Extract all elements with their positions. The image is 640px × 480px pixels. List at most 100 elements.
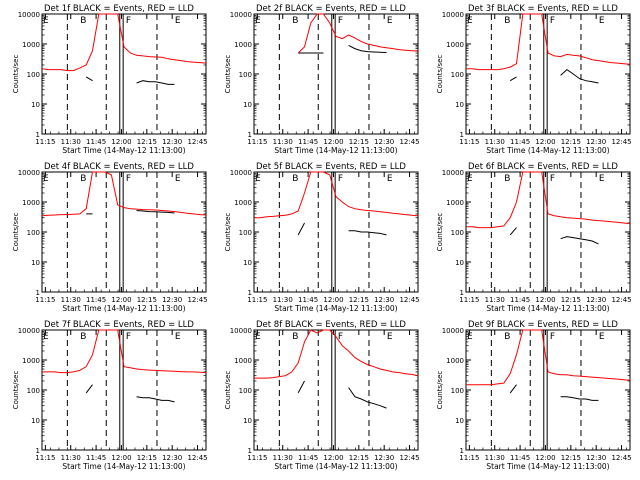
x-tick-label: 12:45 xyxy=(187,138,207,146)
events-series-line xyxy=(509,68,599,84)
y-tick-label: 100 xyxy=(27,387,40,395)
marker-label: F xyxy=(126,16,131,26)
plot-frame xyxy=(465,13,631,135)
x-tick-label: 11:15 xyxy=(247,454,267,462)
plot-frame xyxy=(253,329,419,451)
panel-title: Det 6f BLACK = Events, RED = LLD xyxy=(468,162,618,172)
x-axis-label: Start Time (14-May-12 11:13:00) xyxy=(62,146,185,155)
x-tick-label: 12:30 xyxy=(162,296,182,304)
x-tick-label: 12:00 xyxy=(535,454,555,462)
events-series-line xyxy=(85,76,175,85)
y-axis-label: Counts/sec xyxy=(224,55,232,94)
y-tick-label: 100 xyxy=(451,71,464,79)
x-tick-label: 11:30 xyxy=(273,296,293,304)
events-series-line xyxy=(85,384,175,403)
marker-label: F xyxy=(126,332,131,342)
y-tick-label: 10000 xyxy=(18,327,40,335)
x-tick-label: 12:15 xyxy=(137,454,157,462)
y-tick-label: 100 xyxy=(27,71,40,79)
y-tick-label: 1000 xyxy=(22,41,40,49)
panel-title: Det 3f BLACK = Events, RED = LLD xyxy=(468,4,618,14)
x-tick-label: 12:30 xyxy=(162,138,182,146)
x-tick-label: 11:45 xyxy=(510,138,530,146)
y-tick-label: 1000 xyxy=(234,357,252,365)
marker-label: F xyxy=(550,16,555,26)
y-tick-label: 10 xyxy=(31,101,40,109)
x-axis-label: Start Time (14-May-12 11:13:00) xyxy=(274,304,397,313)
x-tick-label: 11:15 xyxy=(459,296,479,304)
x-tick-label: 11:15 xyxy=(459,138,479,146)
y-tick-label: 100 xyxy=(239,71,252,79)
x-tick-label: 12:15 xyxy=(561,454,581,462)
x-axis-label: Start Time (14-May-12 11:13:00) xyxy=(62,304,185,313)
marker-label: E xyxy=(387,16,393,26)
x-tick-label: 11:15 xyxy=(459,454,479,462)
x-tick-label: 12:45 xyxy=(399,138,419,146)
y-tick-label: 1000 xyxy=(22,357,40,365)
x-tick-label: 12:15 xyxy=(349,138,369,146)
marker-label: F xyxy=(550,332,555,342)
x-tick-label: 12:45 xyxy=(187,454,207,462)
x-tick-label: 11:15 xyxy=(247,138,267,146)
x-tick-label: 12:15 xyxy=(349,454,369,462)
detector-panel-4: 1 10 100 1000 10000 11:15 11:30 11:45 12:00 12:15… xyxy=(12,162,208,313)
marker-label: B xyxy=(504,332,510,342)
marker-label: F xyxy=(338,174,343,184)
x-tick-label: 11:15 xyxy=(247,296,267,304)
marker-label: E xyxy=(175,332,181,342)
plot-frame xyxy=(465,329,631,451)
x-tick-label: 12:30 xyxy=(586,296,606,304)
x-tick-label: 11:45 xyxy=(86,138,106,146)
y-tick-label: 1 xyxy=(460,447,464,455)
panel-title: Det 9f BLACK = Events, RED = LLD xyxy=(468,320,618,330)
marker-label: E xyxy=(43,16,49,26)
x-tick-label: 12:00 xyxy=(323,454,343,462)
y-tick-label: 1 xyxy=(248,131,252,139)
x-tick-label: 11:45 xyxy=(510,454,530,462)
y-tick-label: 1 xyxy=(36,447,40,455)
y-tick-label: 10000 xyxy=(442,169,464,177)
x-tick-label: 12:45 xyxy=(611,138,631,146)
x-tick-label: 12:00 xyxy=(111,454,131,462)
marker-label: E xyxy=(599,174,605,184)
y-tick-label: 10000 xyxy=(442,11,464,19)
y-tick-label: 1000 xyxy=(234,199,252,207)
panel-title: Det 1f BLACK = Events, RED = LLD xyxy=(44,4,194,14)
x-tick-label: 12:00 xyxy=(535,296,555,304)
detector-panel-9: 1 10 100 1000 10000 11:15 11:30 11:45 12:00 12:15… xyxy=(436,320,632,471)
panel-title: Det 2f BLACK = Events, RED = LLD xyxy=(256,4,406,14)
y-axis-label: Counts/sec xyxy=(12,55,20,94)
marker-label: F xyxy=(550,174,555,184)
x-axis-label: Start Time (14-May-12 11:13:00) xyxy=(486,146,609,155)
x-tick-label: 12:45 xyxy=(611,296,631,304)
plot-frame xyxy=(253,13,419,135)
x-tick-label: 11:30 xyxy=(485,454,505,462)
marker-label: F xyxy=(126,174,131,184)
x-tick-label: 11:30 xyxy=(485,296,505,304)
y-axis-label: Counts/sec xyxy=(436,213,444,252)
y-tick-label: 1000 xyxy=(446,357,464,365)
x-tick-label: 12:15 xyxy=(561,296,581,304)
events-series-line xyxy=(509,227,599,245)
x-tick-label: 12:45 xyxy=(611,454,631,462)
x-axis-label: Start Time (14-May-12 11:13:00) xyxy=(274,462,397,471)
marker-label: E xyxy=(467,16,473,26)
marker-label: E xyxy=(387,332,393,342)
y-tick-label: 1000 xyxy=(234,41,252,49)
x-tick-label: 11:30 xyxy=(61,138,81,146)
y-tick-label: 10000 xyxy=(230,327,252,335)
y-axis-label: Counts/sec xyxy=(12,371,20,410)
x-tick-label: 12:15 xyxy=(137,138,157,146)
y-tick-label: 1000 xyxy=(446,199,464,207)
events-series-line xyxy=(297,380,387,409)
marker-label: B xyxy=(80,16,86,26)
x-tick-label: 12:00 xyxy=(323,138,343,146)
marker-label: B xyxy=(80,174,86,184)
x-tick-label: 11:30 xyxy=(61,296,81,304)
y-tick-label: 10 xyxy=(455,259,464,267)
y-axis-label: Counts/sec xyxy=(436,55,444,94)
lld-series-line xyxy=(466,171,631,229)
y-tick-label: 10 xyxy=(455,101,464,109)
y-tick-label: 10000 xyxy=(230,11,252,19)
